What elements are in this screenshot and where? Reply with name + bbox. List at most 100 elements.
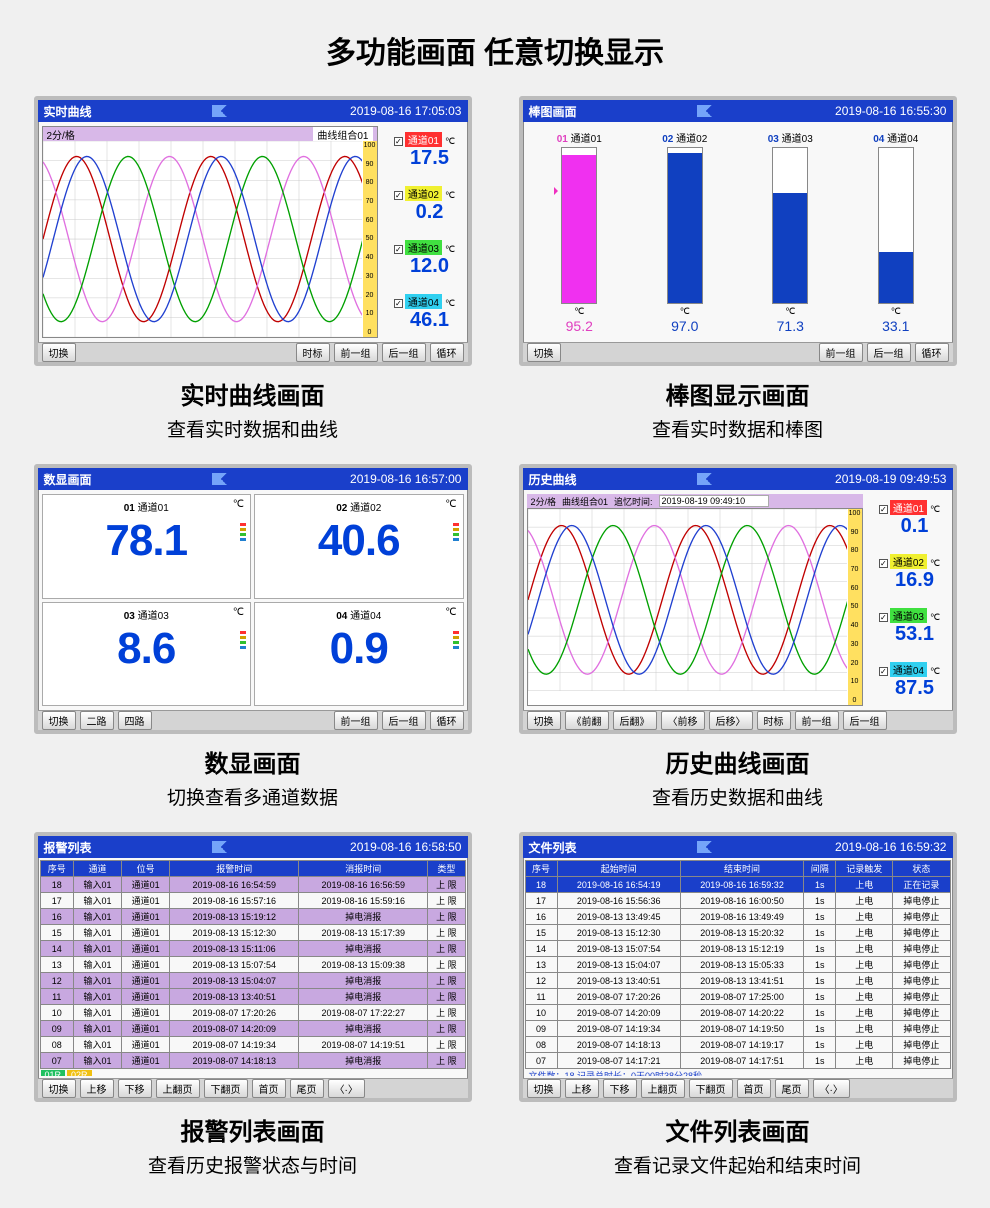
bar-04: 04 通道04℃33.1 <box>847 130 945 334</box>
button-1[interactable]: 上移 <box>565 1079 599 1098</box>
table-row[interactable]: 172019-08-16 15:56:362019-08-16 16:00:50… <box>525 893 950 909</box>
button-6[interactable]: 尾页 <box>775 1079 809 1098</box>
table-row[interactable]: 09输入01通道012019-08-07 14:20:09掉电消报上 限 <box>40 1021 465 1037</box>
button-6[interactable]: 循环 <box>430 711 464 730</box>
button-3[interactable]: 〈前移 <box>661 711 705 730</box>
channel-check[interactable]: ✓ <box>394 245 403 254</box>
table-row[interactable]: 12输入01通道012019-08-13 15:04:07掉电消报上 限 <box>40 973 465 989</box>
table-row[interactable]: 14输入01通道012019-08-13 15:11:06掉电消报上 限 <box>40 941 465 957</box>
table-row[interactable]: 16输入01通道012019-08-13 15:19:12掉电消报上 限 <box>40 909 465 925</box>
caption: 数显画面 <box>30 744 475 779</box>
button-5[interactable]: 后一组 <box>382 343 426 362</box>
table-row[interactable]: 102019-08-07 14:20:092019-08-07 14:20:22… <box>525 1005 950 1021</box>
button-0[interactable]: 切换 <box>42 1079 76 1098</box>
button-bar: 切换 前一组后一组循环 <box>523 342 953 362</box>
button-2[interactable]: 下移 <box>118 1079 152 1098</box>
table-row[interactable]: 152019-08-13 15:12:302019-08-13 15:20:32… <box>525 925 950 941</box>
button-2[interactable]: 下移 <box>603 1079 637 1098</box>
file-table: 序号起始时间结束时间间隔记录触发状态182019-08-16 16:54:192… <box>525 860 951 1069</box>
screen-alarm: 报警列表 2019-08-16 16:58:50 序号通道位号报警时间消报时间类… <box>34 832 472 1102</box>
caption: 文件列表画面 <box>515 1112 960 1147</box>
screen-title: 实时曲线 <box>44 103 92 120</box>
table-row[interactable]: 10输入01通道012019-08-07 17:20:262019-08-07 … <box>40 1005 465 1021</box>
button-7[interactable]: 后一组 <box>843 711 887 730</box>
caption: 实时曲线画面 <box>30 376 475 411</box>
subcaption: 切换查看多通道数据 <box>30 783 475 810</box>
button-4[interactable]: 前一组 <box>819 343 863 362</box>
screen-digital: 数显画面 2019-08-16 16:57:00 01 通道01℃78.102 … <box>34 464 472 734</box>
button-5[interactable]: 后一组 <box>867 343 911 362</box>
button-3[interactable]: 上翻页 <box>156 1079 200 1098</box>
table-row[interactable]: 182019-08-16 16:54:192019-08-16 16:59:32… <box>525 877 950 893</box>
button-6[interactable]: 循环 <box>915 343 949 362</box>
logo-icon <box>697 105 715 117</box>
button-4[interactable]: 下翻页 <box>689 1079 733 1098</box>
button-0[interactable]: 切换 <box>527 711 561 730</box>
button-0[interactable]: 切换 <box>527 1079 561 1098</box>
channel-check[interactable]: ✓ <box>879 505 888 514</box>
button-5[interactable]: 后一组 <box>382 711 426 730</box>
button-6[interactable]: 前一组 <box>795 711 839 730</box>
channel-check[interactable]: ✓ <box>394 137 403 146</box>
table-row[interactable]: 13输入01通道012019-08-13 15:07:542019-08-13 … <box>40 957 465 973</box>
channel-check[interactable]: ✓ <box>879 667 888 676</box>
unit: ℃ <box>930 612 940 622</box>
table-row[interactable]: 142019-08-13 15:07:542019-08-13 15:12:19… <box>525 941 950 957</box>
digital-02: 02 通道02℃40.6 <box>254 494 464 599</box>
button-4[interactable]: 下翻页 <box>204 1079 248 1098</box>
table-row[interactable]: 08输入01通道012019-08-07 14:19:342019-08-07 … <box>40 1037 465 1053</box>
table-row[interactable]: 112019-08-07 17:20:262019-08-07 17:25:00… <box>525 989 950 1005</box>
col-header: 序号 <box>40 861 74 877</box>
button-5[interactable]: 首页 <box>737 1079 771 1098</box>
button-bar: 切换上移下移上翻页下翻页首页尾页〈·〉 <box>38 1078 468 1098</box>
button-4[interactable]: 后移〉 <box>709 711 753 730</box>
button-6[interactable]: 循环 <box>430 343 464 362</box>
cell-alarm-list: 报警列表 2019-08-16 16:58:50 序号通道位号报警时间消报时间类… <box>30 832 475 1178</box>
table-row[interactable]: 18输入01通道012019-08-16 16:54:592019-08-16 … <box>40 877 465 893</box>
button-4[interactable]: 前一组 <box>334 343 378 362</box>
button-7[interactable]: 〈·〉 <box>328 1079 365 1098</box>
badge: 01R <box>41 1070 66 1076</box>
channel-sidebar: ✓通道01℃0.1✓通道02℃16.9✓通道03℃53.1✓通道04℃87.5 <box>867 494 949 706</box>
button-1[interactable]: 《前翻 <box>565 711 609 730</box>
table-row[interactable]: 122019-08-13 13:40:512019-08-13 13:41:51… <box>525 973 950 989</box>
table-row[interactable]: 17输入01通道012019-08-16 15:57:162019-08-16 … <box>40 893 465 909</box>
table-row[interactable]: 092019-08-07 14:19:342019-08-07 14:19:50… <box>525 1021 950 1037</box>
info-bar: 2分/格 曲线组合01 追忆时间: <box>527 494 863 508</box>
table-row[interactable]: 11输入01通道012019-08-13 13:40:51掉电消报上 限 <box>40 989 465 1005</box>
screen-bar: 棒图画面 2019-08-16 16:55:30 01 通道01℃95.202 … <box>519 96 957 366</box>
caption: 棒图显示画面 <box>515 376 960 411</box>
bar-03: 03 通道03℃71.3 <box>742 130 840 334</box>
unit: ℃ <box>930 666 940 676</box>
table-row[interactable]: 15输入01通道012019-08-13 15:12:302019-08-13 … <box>40 925 465 941</box>
button-6[interactable]: 尾页 <box>290 1079 324 1098</box>
logo-icon <box>697 473 715 485</box>
channel-check[interactable]: ✓ <box>879 559 888 568</box>
scale-bar: 1009080706050403020100 <box>848 509 862 705</box>
button-1[interactable]: 上移 <box>80 1079 114 1098</box>
button-7[interactable]: 〈·〉 <box>813 1079 850 1098</box>
page-title: 多功能画面 任意切换显示 <box>0 0 990 96</box>
button-2[interactable]: 四路 <box>118 711 152 730</box>
button-5[interactable]: 首页 <box>252 1079 286 1098</box>
button-2[interactable]: 后翻》 <box>613 711 657 730</box>
button-3[interactable]: 时标 <box>296 343 330 362</box>
button-0[interactable]: 切换 <box>527 343 561 362</box>
channel-check[interactable]: ✓ <box>394 191 403 200</box>
table-row[interactable]: 082019-08-07 14:18:132019-08-07 14:19:17… <box>525 1037 950 1053</box>
table-row[interactable]: 07输入01通道012019-08-07 14:18:13掉电消报上 限 <box>40 1053 465 1069</box>
button-1[interactable]: 二路 <box>80 711 114 730</box>
button-0[interactable]: 切换 <box>42 343 76 362</box>
button-4[interactable]: 前一组 <box>334 711 378 730</box>
button-0[interactable]: 切换 <box>42 711 76 730</box>
channel-check[interactable]: ✓ <box>879 613 888 622</box>
button-3[interactable]: 上翻页 <box>641 1079 685 1098</box>
recall-input[interactable] <box>659 495 769 507</box>
button-5[interactable]: 时标 <box>757 711 791 730</box>
channel-value: 0.2 <box>386 201 464 224</box>
table-row[interactable]: 072019-08-07 14:17:212019-08-07 14:17:51… <box>525 1053 950 1069</box>
cell-history-curve: 历史曲线 2019-08-19 09:49:53 2分/格 曲线组合01 追忆时… <box>515 464 960 810</box>
table-row[interactable]: 162019-08-13 13:49:452019-08-16 13:49:49… <box>525 909 950 925</box>
table-row[interactable]: 132019-08-13 15:04:072019-08-13 15:05:33… <box>525 957 950 973</box>
channel-check[interactable]: ✓ <box>394 299 403 308</box>
